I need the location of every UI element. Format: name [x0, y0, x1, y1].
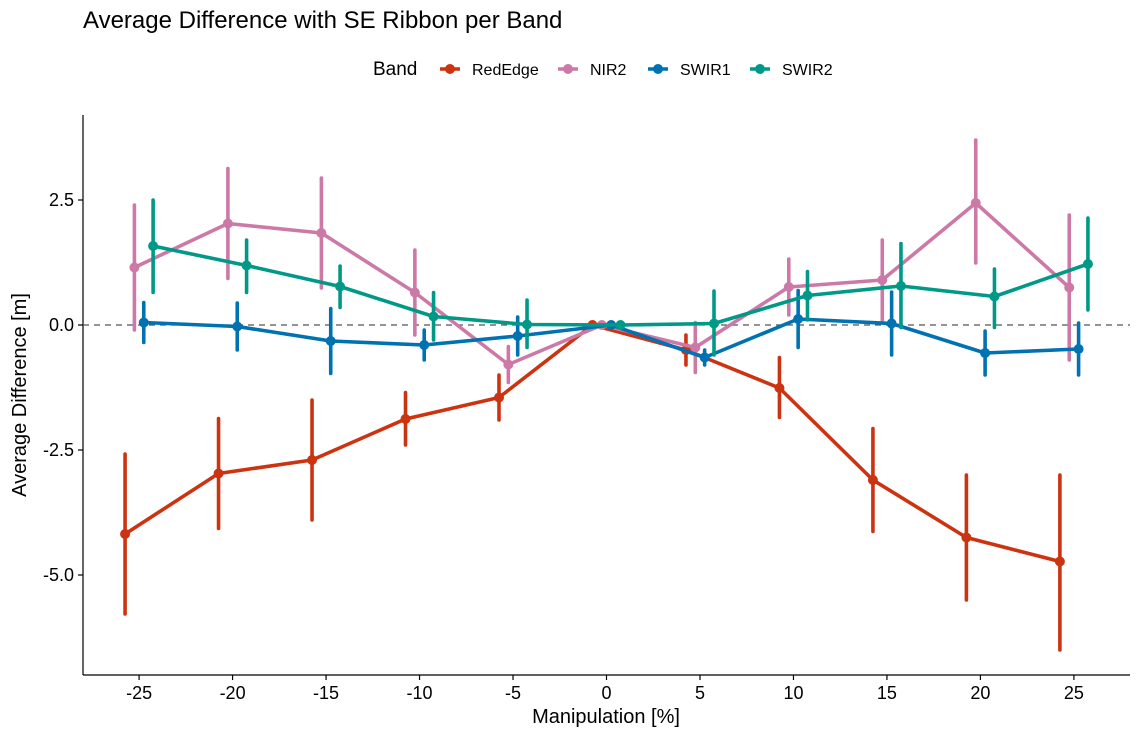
x-tick-label: 10: [783, 683, 803, 703]
series-rededge: [120, 320, 1065, 652]
data-point: [1064, 282, 1075, 293]
x-tick-label: -5: [505, 683, 521, 703]
data-point: [222, 218, 233, 229]
data-point: [989, 291, 1000, 302]
y-axis-label: Average Difference [m]: [9, 293, 31, 497]
x-ticks: -25 -20 -15 -10 -5 0 5 10 15 20 25: [126, 675, 1084, 703]
legend-key-point: [563, 64, 573, 74]
legend-item-rededge: RedEdge: [440, 62, 539, 79]
data-point: [232, 321, 243, 332]
data-point: [316, 228, 327, 238]
legend-label: NIR2: [590, 62, 627, 79]
y-ticks: 2.5 0.0 -2.5 -5.0: [43, 190, 83, 585]
data-point: [1054, 556, 1065, 567]
legend-label: SWIR1: [680, 62, 731, 79]
data-point: [409, 287, 420, 298]
legend-label: SWIR2: [782, 62, 833, 79]
data-point: [512, 331, 523, 341]
data-point: [970, 198, 981, 208]
data-point: [783, 282, 794, 292]
chart-title: Average Difference with SE Ribbon per Ba…: [83, 7, 562, 34]
x-tick-label: -25: [126, 683, 152, 703]
data-point: [138, 317, 149, 328]
data-point: [503, 359, 514, 370]
legend-key-point: [755, 64, 765, 74]
data-point: [1073, 344, 1084, 354]
legend-title: Band: [373, 59, 417, 80]
data-point: [428, 311, 439, 322]
y-tick-label: -5.0: [43, 565, 74, 585]
data-point: [980, 348, 991, 358]
data-point: [877, 275, 888, 285]
data-point: [615, 320, 626, 330]
x-tick-label: 15: [877, 683, 897, 703]
series-nir2: [129, 138, 1075, 385]
data-point: [129, 262, 140, 273]
legend-label: RedEdge: [472, 62, 539, 79]
data-point: [325, 336, 336, 346]
data-point: [802, 290, 813, 301]
series-line: [133, 201, 1071, 367]
x-tick-label: -10: [407, 683, 433, 703]
data-point: [886, 318, 897, 329]
x-tick-label: 0: [601, 683, 611, 703]
data-point: [699, 352, 710, 363]
x-axis-label: Manipulation [%]: [532, 706, 680, 728]
data-point: [690, 342, 701, 353]
series-layer: [120, 138, 1093, 652]
data-point: [522, 319, 533, 330]
data-point: [419, 340, 430, 350]
data-point: [148, 241, 159, 251]
x-tick-label: 5: [695, 683, 705, 703]
y-tick-label: 2.5: [49, 190, 74, 210]
legend-item-swir2: SWIR2: [750, 62, 833, 79]
data-point: [774, 383, 785, 393]
series-swir1: [138, 288, 1084, 377]
series-swir2: [148, 198, 1093, 357]
x-tick-label: 25: [1064, 683, 1084, 703]
x-tick-label: -20: [220, 683, 246, 703]
data-point: [335, 281, 346, 292]
data-point: [241, 260, 252, 271]
legend-item-nir2: NIR2: [558, 62, 627, 79]
data-point: [307, 455, 318, 465]
data-point: [709, 318, 720, 329]
data-point: [400, 414, 411, 424]
legend-item-swir1: SWIR1: [648, 62, 731, 79]
data-point: [961, 532, 972, 543]
legend-key-point: [445, 64, 455, 74]
data-point: [895, 281, 906, 291]
series-line: [152, 244, 1089, 327]
legend: Band RedEdge NIR2 SWIR1 SWIR2: [373, 59, 833, 80]
data-point: [213, 468, 224, 479]
data-point: [867, 475, 878, 485]
data-point: [120, 529, 131, 539]
series-line: [124, 323, 1061, 564]
x-tick-label: 20: [970, 683, 990, 703]
data-point: [793, 314, 804, 324]
data-point: [1082, 259, 1093, 269]
legend-key-point: [653, 64, 663, 74]
y-tick-label: -2.5: [43, 440, 74, 460]
data-point: [493, 392, 504, 403]
y-tick-label: 0.0: [49, 315, 74, 335]
x-tick-label: -15: [313, 683, 339, 703]
